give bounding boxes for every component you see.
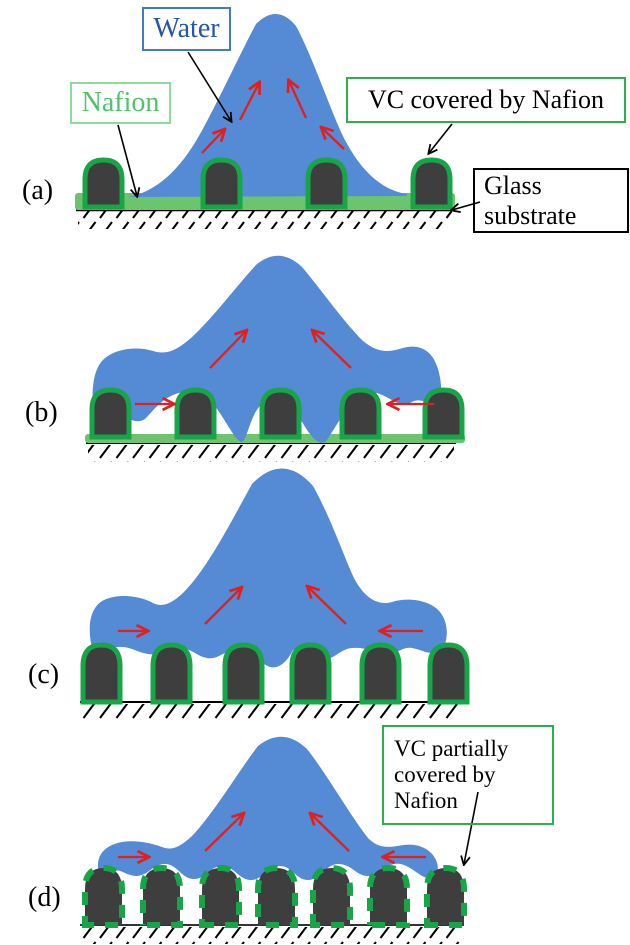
vc-particle bbox=[92, 390, 129, 437]
water-droplet bbox=[97, 736, 438, 880]
flow-arrow bbox=[238, 83, 259, 121]
flow-arrow bbox=[322, 128, 345, 150]
vc-particle bbox=[177, 390, 214, 437]
glass-substrate-hatch bbox=[82, 704, 461, 721]
panel-a bbox=[75, 13, 481, 229]
vc-partial-pointer-arrow bbox=[464, 791, 479, 864]
nafion-film-layer bbox=[75, 193, 455, 210]
glass-pointer-arrow bbox=[452, 201, 481, 210]
panel-label-a: (a) bbox=[22, 175, 54, 206]
flow-arrow bbox=[209, 331, 246, 369]
vc-particle bbox=[342, 390, 379, 437]
evaporation-arrows-c bbox=[118, 587, 423, 631]
vc-partial-line3: Nafion bbox=[394, 787, 458, 813]
glass-substrate-hatch bbox=[88, 445, 454, 462]
panel-label-b: (b) bbox=[25, 397, 58, 428]
flow-arrow bbox=[204, 588, 241, 625]
vc-particle bbox=[83, 645, 120, 702]
vc-particle bbox=[413, 160, 450, 207]
water-droplet bbox=[128, 13, 407, 197]
water-droplet bbox=[89, 468, 447, 668]
glass-label-line1: Glass bbox=[484, 171, 542, 201]
flow-arrow bbox=[201, 130, 224, 154]
vc-particle bbox=[153, 645, 190, 702]
glass-substrate-hatch bbox=[78, 210, 452, 229]
vc-partial-label: VC partially covered by Nafion bbox=[382, 725, 554, 825]
evaporation-arrows-b bbox=[135, 331, 434, 404]
vc-particle bbox=[85, 160, 122, 207]
flow-arrow bbox=[289, 81, 308, 119]
annotation-arrows-a bbox=[117, 51, 481, 210]
vc-particle bbox=[225, 645, 262, 702]
flow-arrow bbox=[204, 814, 243, 852]
water-label-text: Water bbox=[153, 13, 220, 45]
glass-label-line2: substrate bbox=[484, 200, 577, 230]
panel-d bbox=[80, 736, 479, 944]
nafion-label-text: Nafion bbox=[81, 87, 160, 119]
vc-particle bbox=[203, 160, 240, 207]
vc-partial-line1: VC partially bbox=[394, 736, 509, 762]
panel-label-c: (c) bbox=[28, 659, 60, 690]
flow-arrow bbox=[313, 331, 352, 369]
vc-covered-label-text: VC covered by Nafion bbox=[367, 85, 605, 115]
panel-c bbox=[80, 468, 467, 721]
vc-particle bbox=[362, 645, 399, 702]
evaporation-arrows-d bbox=[118, 814, 426, 857]
vc-pointer-arrow bbox=[429, 123, 453, 153]
vc-particle bbox=[262, 390, 299, 437]
panel-b bbox=[85, 255, 465, 462]
glass-substrate-hatch bbox=[82, 927, 462, 944]
vc-partial-line2: covered by bbox=[394, 762, 496, 788]
panel-label-d: (d) bbox=[28, 882, 61, 913]
glass-substrate-label: Glass substrate bbox=[473, 168, 629, 233]
vc-particle bbox=[430, 645, 467, 702]
flow-arrow bbox=[308, 587, 347, 625]
vc-particle bbox=[292, 645, 329, 702]
vc-particle bbox=[425, 390, 462, 437]
nafion-label: Nafion bbox=[70, 82, 171, 124]
flow-arrow bbox=[311, 814, 350, 852]
water-pointer-arrow bbox=[187, 51, 231, 121]
vc-particle bbox=[308, 160, 345, 207]
vc-covered-label: VC covered by Nafion bbox=[346, 77, 626, 123]
water-label: Water bbox=[142, 7, 231, 51]
nafion-pointer-arrow bbox=[117, 124, 137, 196]
evaporation-arrows-a bbox=[201, 81, 345, 154]
